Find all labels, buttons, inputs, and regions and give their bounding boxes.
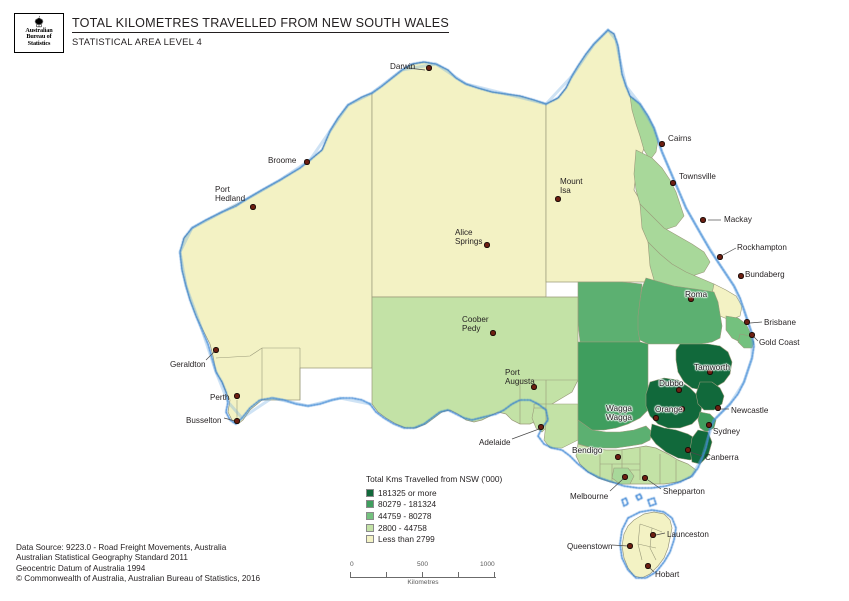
legend-item[interactable]: 2800 - 44758 (366, 522, 502, 534)
city-marker-dot[interactable] (622, 474, 628, 480)
city-marker-dot[interactable] (707, 369, 713, 375)
scale-tick-500: 500 (417, 561, 429, 568)
coastline (179, 29, 755, 579)
city-marker-dot[interactable] (304, 159, 310, 165)
australian-bureau-of-statistics-logo: Australian Bureau of Statistics (14, 13, 64, 53)
scale-tick-mark (386, 572, 387, 578)
scale-tick-mark (458, 572, 459, 578)
city-leader-lines (205, 67, 763, 573)
city-marker-dot[interactable] (627, 543, 633, 549)
legend-item[interactable]: 44759 - 80278 (366, 510, 502, 522)
city-marker-dot[interactable] (615, 454, 621, 460)
region-nsw-far-west-orana[interactable] (577, 341, 649, 431)
commonwealth-coat-of-arms-icon (34, 15, 44, 28)
city-marker-dot[interactable] (213, 347, 219, 353)
logo-line-1: Australian (25, 27, 53, 34)
region-nsw-central-west[interactable] (645, 377, 703, 429)
legend-colour-swatch (366, 523, 374, 532)
scale-tick-0: 0 (350, 561, 354, 568)
city-marker-dot[interactable] (715, 405, 721, 411)
legend-item[interactable]: 80279 - 181324 (366, 499, 502, 511)
scale-bar-graphic (350, 571, 496, 578)
city-marker-dot[interactable] (749, 332, 755, 338)
legend-title: Total Kms Travelled from NSW ('000) (366, 474, 503, 484)
city-marker-dot[interactable] (685, 447, 691, 453)
city-marker-dot[interactable] (744, 319, 750, 325)
legend-item-label: Less than 2799 (378, 534, 435, 545)
city-marker-dot[interactable] (650, 532, 656, 538)
city-marker-dot[interactable] (234, 418, 240, 424)
footer-line: © Commonwealth of Australia, Australian … (16, 574, 261, 584)
city-marker-dot[interactable] (642, 475, 648, 481)
legend-colour-swatch (366, 488, 374, 497)
city-marker-dot[interactable] (484, 242, 490, 248)
legend-colour-swatch (366, 535, 374, 544)
city-marker-dot[interactable] (250, 204, 256, 210)
scale-tick-mark (494, 572, 495, 578)
city-marker-dot[interactable] (688, 296, 694, 302)
city-marker-dot[interactable] (234, 393, 240, 399)
legend-item-label: 2800 - 44758 (378, 522, 427, 533)
city-marker-dot[interactable] (676, 387, 682, 393)
scale-tick-1000: 1000 (480, 561, 495, 568)
city-marker-dot[interactable] (700, 217, 706, 223)
city-marker-dot[interactable] (653, 415, 659, 421)
footer-line: Data Source: 9223.0 - Road Freight Movem… (16, 543, 227, 552)
legend-item-label: 80279 - 181324 (378, 499, 437, 510)
city-marker-dot[interactable] (555, 196, 561, 202)
title-block: TOTAL KILOMETRES TRAVELLED FROM NEW SOUT… (72, 13, 450, 47)
city-marker-dot[interactable] (490, 330, 496, 336)
city-marker-dot[interactable] (538, 424, 544, 430)
scale-axis-line (350, 577, 496, 578)
legend-items: 181325 or more 80279 - 181324 44759 - 8027… (366, 487, 502, 545)
map-legend: Total Kms Travelled from NSW ('000) 1813… (366, 474, 502, 545)
region-sa-southeast[interactable] (543, 403, 579, 449)
coastline-haze (178, 28, 754, 478)
sa-internal-boundary (519, 379, 578, 424)
logo-line-2: Bureau of (26, 33, 52, 41)
region-qld-southwest[interactable] (577, 281, 643, 343)
legend-colour-swatch (366, 500, 374, 509)
city-marker-dot[interactable] (706, 422, 712, 428)
page-subtitle: STATISTICAL AREA LEVEL 4 (72, 36, 203, 47)
scale-tick-mark (350, 572, 351, 578)
legend-colour-swatch (366, 511, 374, 520)
legend-item-label: 181325 or more (378, 487, 437, 498)
victoria-internal-boundary (599, 448, 677, 484)
logo-line-3: Statistics (27, 39, 51, 47)
city-marker-dot[interactable] (645, 563, 651, 569)
legend-item[interactable]: Less than 2799 (366, 533, 502, 545)
footer-line: Geocentric Datum of Australia 1994 (16, 563, 146, 573)
city-marker-dot[interactable] (426, 65, 432, 71)
scale-caption: Kilometres (407, 579, 439, 586)
city-marker-dot[interactable] (679, 406, 685, 412)
page-title: TOTAL KILOMETRES TRAVELLED FROM NEW SOUT… (72, 16, 450, 33)
region-western-australia[interactable] (179, 92, 373, 425)
scale-tick-mark (422, 572, 423, 578)
region-tasmania[interactable] (621, 511, 673, 579)
legend-item-label: 44759 - 80278 (378, 510, 432, 521)
footer-line: Australian Statistical Geography Standar… (16, 553, 188, 563)
city-marker-dot[interactable] (670, 180, 676, 186)
city-marker-dot[interactable] (717, 254, 723, 260)
region-nsw-new-england-north-west[interactable] (675, 343, 733, 391)
report-header: Australian Bureau of Statistics TOTAL KI… (14, 13, 450, 53)
scale-bar: 0 500 1000 Kilometres (350, 561, 496, 586)
city-marker-dot[interactable] (738, 273, 744, 279)
legend-item[interactable]: 181325 or more (366, 487, 502, 499)
wa-internal-boundary (215, 347, 301, 424)
source-footer: Data Source: 9223.0 - Road Freight Movem… (16, 543, 260, 585)
city-marker-dot[interactable] (659, 141, 665, 147)
region-qld-townsville[interactable] (633, 149, 685, 231)
city-marker-dot[interactable] (531, 384, 537, 390)
scale-tick-labels: 0 500 1000 (350, 561, 496, 570)
tasmania-internal-boundary (637, 523, 663, 561)
